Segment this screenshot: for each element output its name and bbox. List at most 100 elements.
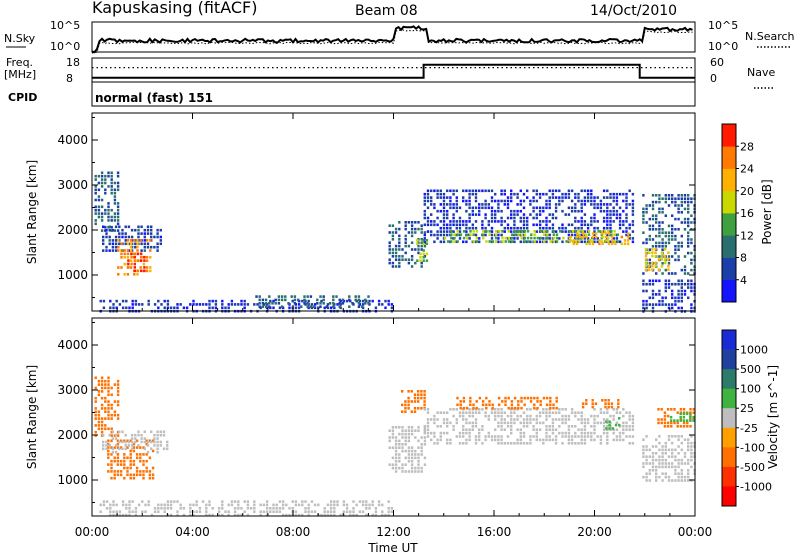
power-cell (516, 226, 519, 230)
velocity-cell (97, 427, 101, 431)
velocity-cell (139, 470, 142, 473)
velocity-cell (606, 435, 609, 438)
velocity-cell (110, 417, 113, 420)
velocity-cell (690, 452, 693, 455)
power-cell (455, 209, 458, 213)
power-cell (423, 192, 426, 196)
velocity-cell (275, 507, 278, 510)
power-cell (513, 237, 516, 240)
velocity-cell (156, 430, 159, 434)
velocity-cell (116, 442, 120, 446)
velocity-cell (628, 442, 631, 445)
power-cell (651, 261, 654, 265)
velocity-ylabel: Slant Range [km] (25, 365, 39, 469)
velocity-cell (237, 507, 240, 510)
power-cell (580, 203, 583, 206)
power-cell (468, 192, 471, 196)
power-cell (503, 203, 506, 206)
velocity-cell (663, 414, 667, 418)
velocity-cell (201, 500, 205, 503)
power-cell (506, 226, 510, 230)
power-cell (297, 303, 301, 306)
velocity-colorbar-frame (721, 329, 737, 507)
velocity-cell (145, 442, 148, 446)
power-cell (425, 242, 429, 245)
power-cell (494, 236, 498, 240)
velocity-cell (156, 444, 159, 447)
power-cell (214, 299, 218, 303)
velocity-cell (687, 438, 690, 441)
velocity-cell (663, 411, 667, 414)
velocity-cell (110, 459, 113, 463)
power-cell (575, 232, 579, 235)
power-cell (667, 272, 671, 275)
power-cell (322, 295, 325, 298)
velocity-cell (130, 444, 134, 447)
velocity-cell (221, 513, 224, 517)
velocity-cell (365, 513, 368, 517)
velocity-cell (121, 500, 125, 503)
power-cell (465, 230, 468, 233)
velocity-cell (545, 428, 548, 431)
power-cell (552, 240, 555, 243)
power-cell (436, 216, 439, 220)
power-cell (243, 306, 246, 310)
power-cell (583, 237, 587, 240)
power-cell (446, 233, 449, 237)
velocity-cell (259, 503, 262, 507)
power-cell (117, 239, 120, 242)
power-cell (288, 306, 291, 310)
velocity-cell (387, 510, 390, 513)
power-cell (591, 235, 595, 239)
velocity-cell (439, 435, 442, 438)
velocity-cell (102, 503, 106, 507)
power-cell (585, 242, 588, 246)
power-cell (116, 185, 120, 188)
power-cell (658, 279, 661, 283)
power-cell (680, 282, 683, 286)
velocity-cell (116, 403, 120, 407)
power-cell (516, 203, 519, 206)
velocity-cell (143, 430, 146, 434)
power-cell (94, 205, 97, 209)
power-cell (542, 206, 545, 210)
velocity-cell (113, 456, 116, 460)
power-cell (564, 226, 567, 230)
velocity-cell (179, 507, 182, 510)
power-cell (104, 225, 107, 229)
velocity-cell (407, 396, 410, 400)
power-colorbar-swatch (722, 124, 736, 147)
velocity-cell (401, 446, 404, 449)
power-cell (278, 306, 282, 310)
velocity-cell (667, 455, 671, 458)
velocity-cell (134, 510, 138, 513)
power-cell (458, 223, 462, 227)
velocity-cell (462, 428, 465, 431)
velocity-cell (487, 414, 490, 418)
power-cell (690, 289, 693, 293)
velocity-cell (195, 510, 198, 513)
power-cell (586, 189, 590, 193)
velocity-cell (404, 449, 407, 453)
power-colorbar-swatch (722, 235, 736, 258)
power-cell (97, 181, 101, 185)
power-cell (642, 214, 645, 217)
power-cell (139, 239, 142, 242)
velocity-cell (687, 441, 690, 445)
power-cell (130, 255, 133, 259)
power-cell (348, 295, 351, 298)
power-cell (642, 211, 645, 214)
velocity-cell (401, 449, 404, 453)
power-cell (500, 223, 503, 227)
power-cell (503, 220, 506, 223)
velocity-cell (265, 500, 269, 503)
noise-right-tick-bottom: 10^0 (708, 40, 738, 53)
power-cell (642, 306, 645, 310)
power-cell (306, 302, 309, 305)
velocity-cell (554, 438, 558, 442)
velocity-cell (689, 415, 692, 419)
power-cell (388, 241, 391, 244)
power-cell (582, 235, 585, 239)
velocity-cell (622, 428, 625, 431)
